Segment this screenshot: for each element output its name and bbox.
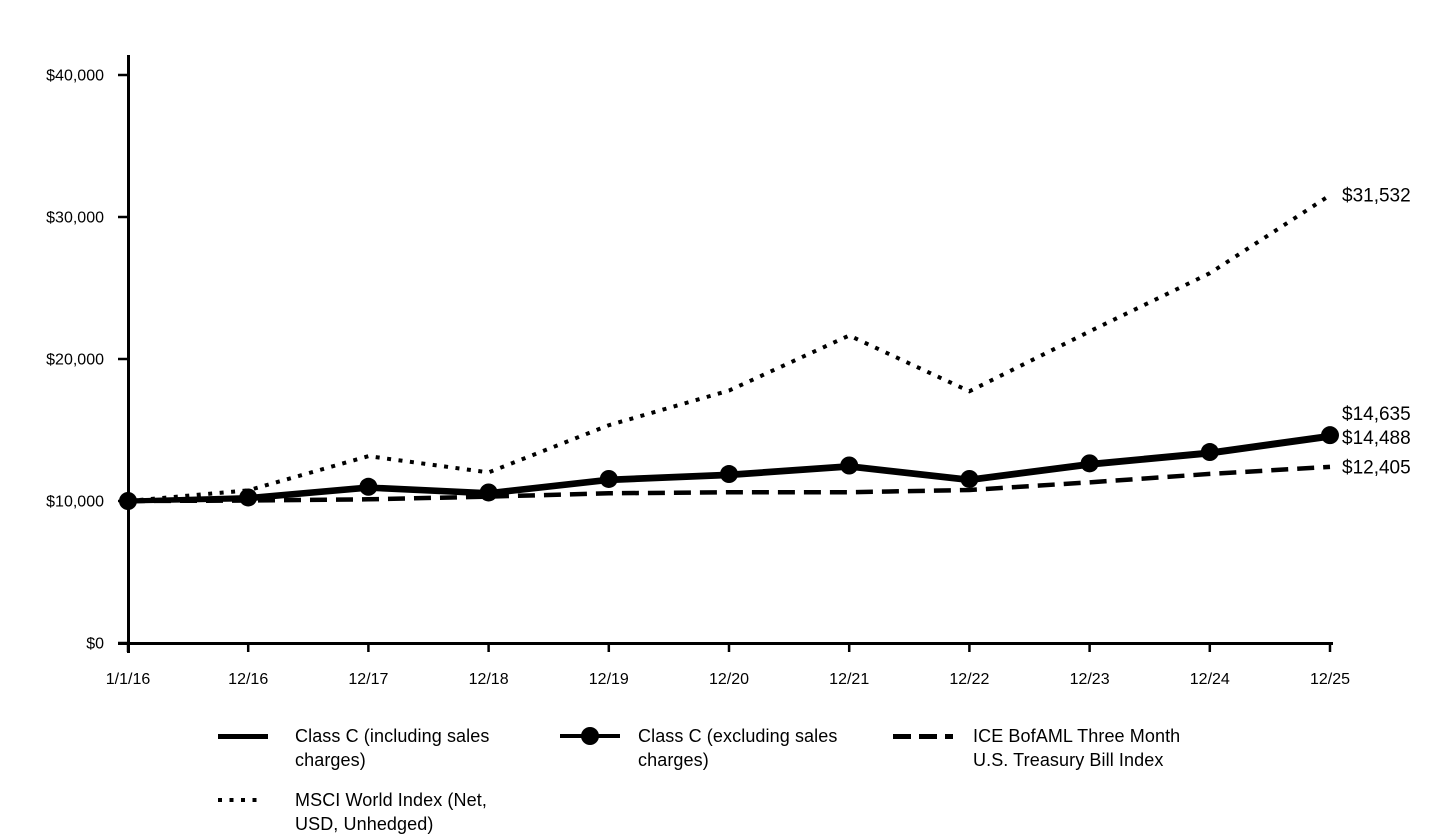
x-axis-label: 12/19 — [589, 671, 629, 688]
series-marker — [1321, 426, 1339, 445]
legend-swatch-solid-line-icon — [218, 734, 268, 739]
series-marker — [1200, 443, 1219, 462]
x-axis-label: 12/24 — [1190, 671, 1230, 688]
legend-item-0: Class C (including sales charges) — [218, 724, 560, 772]
x-axis-label: 12/18 — [469, 671, 509, 688]
y-axis-label: $10,000 — [46, 494, 104, 511]
series-marker — [359, 477, 378, 496]
end-value-label: $14,635 — [1342, 404, 1411, 425]
x-axis-label: 12/21 — [829, 671, 869, 688]
x-axis-label: 12/23 — [1070, 671, 1110, 688]
legend-swatch-cell — [560, 724, 638, 745]
y-axis-label: $0 — [86, 636, 104, 653]
chart-legend: Class C (including sales charges) Class C… — [218, 724, 1418, 836]
x-axis-label: 12/22 — [949, 671, 989, 688]
legend-swatch-marker-line-icon — [560, 727, 620, 745]
legend-item-2: ICE BofAML Three Month U.S. Treasury Bil… — [893, 724, 1313, 772]
legend-swatch-cell — [218, 788, 295, 802]
legend-label: MSCI World Index (Net, USD, Unhedged) — [295, 790, 487, 834]
legend-item-1: Class C (excluding sales charges) — [560, 724, 893, 772]
series-marker — [119, 492, 137, 510]
x-axis-label: 12/20 — [709, 671, 749, 688]
legend-label: Class C (excluding sales charges) — [638, 726, 838, 770]
legend-swatch-dashed-line-icon — [893, 734, 953, 739]
y-axis-label: $20,000 — [46, 352, 104, 369]
y-axis-label: $40,000 — [46, 68, 104, 85]
y-axis-label: $30,000 — [46, 210, 104, 227]
legend-swatch-cell — [218, 724, 295, 739]
growth-of-10k-chart: $0 $10,000 $20,000 $30,000 $40,000 1/1/16 12/1… — [46, 55, 1411, 688]
x-axis-label: 12/16 — [228, 671, 268, 688]
series-marker — [479, 483, 498, 502]
series-marker — [960, 469, 979, 488]
series-marker — [720, 465, 738, 484]
end-value-label: $31,532 — [1342, 186, 1411, 207]
end-value-label: $14,488 — [1342, 428, 1411, 449]
series-line-3 — [127, 193, 1332, 503]
series-line-2 — [127, 464, 1331, 504]
legend-label: ICE BofAML Three Month U.S. Treasury Bil… — [973, 726, 1181, 770]
legend-label: Class C (including sales charges) — [295, 726, 490, 770]
x-axis-label: 12/25 — [1310, 671, 1350, 688]
legend-row: MSCI World Index (Net, USD, Unhedged) — [218, 788, 1418, 836]
legend-swatch-dotted-line-icon — [218, 798, 264, 802]
legend-item-3: MSCI World Index (Net, USD, Unhedged) — [218, 788, 560, 836]
series-marker — [239, 488, 258, 507]
series-marker — [1080, 454, 1099, 473]
series-marker — [840, 456, 859, 475]
series-marker — [599, 469, 618, 488]
legend-swatch-cell — [893, 724, 973, 739]
x-axis-label: 1/1/16 — [106, 671, 151, 688]
marker-dot-icon — [581, 727, 599, 745]
legend-row: Class C (including sales charges) Class C… — [218, 724, 1418, 772]
x-axis-label: 12/17 — [348, 671, 388, 688]
end-value-label: $12,405 — [1342, 457, 1411, 478]
